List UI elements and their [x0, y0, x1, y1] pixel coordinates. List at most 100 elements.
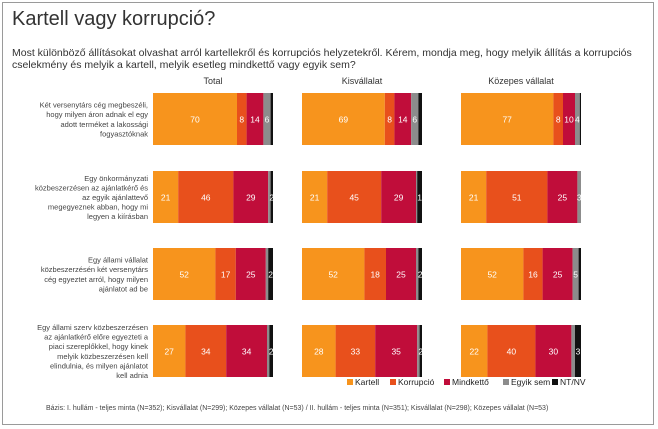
bar-segment [270, 93, 273, 145]
data-label: 25 [553, 270, 563, 280]
bar-segment [523, 248, 543, 300]
bar-segment [419, 325, 422, 377]
data-label: 29 [246, 193, 256, 203]
bar-segment [246, 93, 264, 145]
row-label-line: közbeszerzésen az ajánlatkérő és [35, 183, 148, 192]
data-label: 52 [487, 270, 497, 280]
bar-segment [417, 171, 422, 223]
data-label: 18 [370, 270, 380, 280]
data-label: 69 [339, 115, 349, 125]
row-label-line: fogyasztóknak [100, 129, 148, 138]
bar-segment [461, 248, 524, 300]
bar-segment [572, 248, 579, 300]
data-label: 14 [398, 115, 408, 125]
bar-segment [547, 171, 578, 223]
bar-segment [461, 93, 554, 145]
bar-segment [215, 248, 236, 300]
row-label: Egy állami vállalat közbeszerzésén két ve… [41, 256, 149, 294]
chart-footnote: Bázis: I. hullám - teljes minta (N=352);… [46, 405, 549, 412]
data-label: 5 [573, 270, 578, 280]
bar-segment [575, 93, 580, 145]
legend-label: Mindkettő [452, 377, 489, 387]
bar-segment [579, 93, 581, 145]
group-title: Kisvállalat [342, 76, 383, 86]
bar-segment [185, 325, 227, 377]
bar-segment [577, 171, 581, 223]
row-label-line: az egyik ajánlattevő [82, 193, 148, 202]
data-label: 52 [179, 270, 189, 280]
group-title: Total [203, 76, 222, 86]
row-label: Két versenytárs cég megbeszéli, hogy mily… [40, 101, 149, 139]
row-label-line: elindulnia, és milyen ajánlatot [50, 361, 149, 370]
bar-segment [418, 248, 422, 300]
data-label: 25 [246, 270, 256, 280]
bar-segment [542, 248, 573, 300]
bar-segment [302, 171, 328, 223]
data-label: 52 [328, 270, 338, 280]
row-label-line: legyen a kiírásban [87, 212, 148, 221]
data-label: 25 [558, 193, 568, 203]
row-label-line: közbeszerzésén két versenytárs [41, 265, 148, 274]
data-label: 6 [412, 115, 417, 125]
row-label: Egy állami szerv közbeszerzésen az ajánla… [37, 323, 149, 380]
bar-segment [486, 171, 548, 223]
bar-segment [233, 171, 269, 223]
bar-segment [384, 93, 395, 145]
legend-label: NT/NV [560, 377, 586, 387]
bar-segment [381, 171, 416, 223]
legend-label: Kartell [355, 377, 379, 387]
row-label-line: Egy állami szerv közbeszerzésen [37, 323, 148, 332]
data-label: 34 [242, 347, 252, 357]
bar-segment [263, 93, 271, 145]
row-label-line: az ajánlatkérő előre egyezteti a [44, 333, 149, 342]
data-label: 28 [314, 347, 324, 357]
data-label: 4 [575, 115, 580, 125]
bar-segment [270, 171, 273, 223]
bar-segment [265, 248, 269, 300]
bar-segment [416, 171, 418, 223]
data-label: 25 [396, 270, 406, 280]
bar-segment [267, 325, 270, 377]
bar-segment [302, 93, 385, 145]
bar-segment [153, 248, 216, 300]
bar-segment [153, 93, 237, 145]
data-label: 29 [394, 193, 404, 203]
bar-segment [269, 325, 273, 377]
bar-segment [268, 171, 271, 223]
chart-subtitle: Most különböző állításokat olvashat arró… [12, 47, 632, 71]
legend-swatch [552, 379, 558, 385]
data-label: 3 [577, 193, 582, 203]
data-label: 70 [190, 115, 200, 125]
row-label-line: melyik közbeszerzésen kell [57, 352, 148, 361]
data-label: 8 [239, 115, 244, 125]
bar-segment [418, 93, 422, 145]
row-label-line: kell adnia [116, 371, 149, 380]
data-label: 21 [161, 193, 171, 203]
data-label: 30 [549, 347, 559, 357]
data-label: 8 [387, 115, 392, 125]
data-label: 51 [512, 193, 522, 203]
data-label: 14 [250, 115, 260, 125]
row-label-line: adott terméket a lakossági [60, 120, 148, 129]
bar-segment [394, 93, 412, 145]
row-label-line: piaci szereplőkkel, hogy kinek [49, 342, 148, 351]
bar-segment [461, 325, 488, 377]
bar-segment [235, 248, 266, 300]
group-title: Közepes vállalat [488, 76, 554, 86]
data-label: 17 [221, 270, 231, 280]
bar-segment [153, 325, 186, 377]
data-label: 3 [576, 347, 581, 357]
bar-segment [302, 248, 365, 300]
bar-segment [417, 325, 420, 377]
data-label: 46 [201, 193, 211, 203]
data-label: 2 [269, 193, 274, 203]
data-label: 6 [265, 115, 270, 125]
bar-segment [571, 325, 575, 377]
data-label: 1 [417, 193, 422, 203]
row-label-line: ajánlatot ad be [99, 284, 148, 293]
bar-segment [268, 248, 273, 300]
row-label-line: Egy állami vállalat [88, 256, 149, 265]
data-label: 77 [502, 115, 512, 125]
